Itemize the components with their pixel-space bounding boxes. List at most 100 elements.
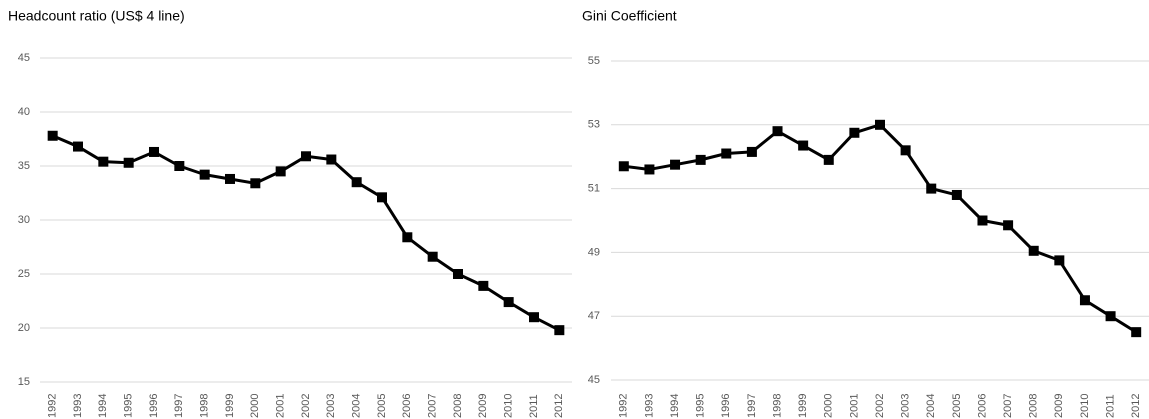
x-tick-label: 1994 xyxy=(669,394,681,418)
data-marker xyxy=(977,215,988,226)
x-tick-label: 2010 xyxy=(1079,394,1091,418)
data-marker xyxy=(225,173,235,184)
y-tick-label: 55 xyxy=(588,55,600,67)
data-marker xyxy=(670,159,681,170)
x-tick-label: 2012 xyxy=(1130,394,1142,418)
x-tick-label: 2001 xyxy=(275,394,287,418)
x-tick-label: 1995 xyxy=(695,394,707,418)
data-marker xyxy=(199,169,210,180)
data-marker xyxy=(721,148,732,159)
data-marker xyxy=(98,156,109,167)
x-tick-label: 1998 xyxy=(199,394,211,418)
data-marker xyxy=(1028,245,1039,256)
y-tick-label: 35 xyxy=(18,160,30,172)
data-marker xyxy=(926,183,937,194)
data-marker xyxy=(250,178,261,189)
y-tick-label: 15 xyxy=(18,376,30,388)
chart-title: Gini Coefficient xyxy=(582,8,677,24)
x-tick-label: 1996 xyxy=(148,394,160,418)
data-marker xyxy=(618,161,629,172)
data-marker xyxy=(1079,295,1090,306)
data-marker xyxy=(453,269,463,279)
x-tick-label: 2000 xyxy=(823,394,835,418)
data-marker xyxy=(149,146,159,157)
data-marker xyxy=(849,127,860,138)
data-marker xyxy=(529,312,539,323)
x-tick-label: 2009 xyxy=(1053,394,1065,418)
data-marker xyxy=(1105,311,1116,322)
data-marker xyxy=(746,146,757,157)
x-tick-label: 2004 xyxy=(925,394,937,418)
x-tick-label: 1995 xyxy=(123,394,135,418)
data-marker xyxy=(351,177,362,188)
data-marker xyxy=(644,164,655,175)
x-tick-label: 2008 xyxy=(1028,394,1040,418)
x-tick-label: 1992 xyxy=(618,394,630,418)
data-marker xyxy=(1054,255,1065,266)
data-marker xyxy=(900,145,911,156)
data-marker xyxy=(798,140,809,151)
x-tick-label: 1994 xyxy=(97,394,109,418)
x-tick-label: 1999 xyxy=(224,394,236,418)
data-marker xyxy=(1003,220,1014,231)
x-tick-label: 1997 xyxy=(173,394,185,418)
data-marker xyxy=(275,166,286,177)
data-marker xyxy=(875,119,885,130)
x-tick-label: 2002 xyxy=(874,394,886,418)
y-tick-label: 53 xyxy=(588,119,600,131)
data-marker xyxy=(1131,327,1142,338)
data-marker xyxy=(427,251,438,262)
x-tick-label: 2008 xyxy=(452,394,464,418)
data-marker xyxy=(301,151,311,162)
data-marker xyxy=(377,192,387,203)
y-tick-label: 40 xyxy=(18,106,30,118)
y-tick-label: 51 xyxy=(588,183,600,195)
x-tick-label: 2005 xyxy=(951,394,963,418)
x-tick-label: 1996 xyxy=(720,394,732,418)
x-tick-label: 1992 xyxy=(47,394,59,418)
y-tick-label: 30 xyxy=(18,214,30,226)
y-tick-label: 49 xyxy=(588,246,600,258)
x-tick-label: 2003 xyxy=(900,394,912,418)
x-tick-label: 2011 xyxy=(1104,394,1116,418)
data-marker xyxy=(326,154,337,165)
x-tick-label: 2007 xyxy=(427,394,439,418)
data-marker xyxy=(695,154,706,165)
x-tick-label: 2010 xyxy=(503,394,515,418)
data-marker xyxy=(951,189,962,200)
data-marker xyxy=(554,325,565,336)
y-tick-label: 45 xyxy=(588,374,600,386)
x-tick-label: 2006 xyxy=(401,394,413,418)
x-tick-label: 2003 xyxy=(325,394,337,418)
x-tick-label: 2011 xyxy=(528,394,540,418)
x-tick-label: 2001 xyxy=(848,394,860,418)
chart-title: Headcount ratio (US$ 4 line) xyxy=(8,8,185,24)
data-marker xyxy=(478,280,489,291)
data-marker xyxy=(47,130,58,141)
data-marker xyxy=(402,232,413,243)
x-tick-label: 2012 xyxy=(553,394,565,418)
data-marker xyxy=(123,157,134,168)
x-tick-label: 2004 xyxy=(351,394,363,418)
x-tick-label: 1997 xyxy=(746,394,758,418)
x-tick-label: 2006 xyxy=(976,394,988,418)
data-marker xyxy=(503,297,514,308)
x-tick-label: 2009 xyxy=(477,394,489,418)
y-tick-label: 25 xyxy=(18,268,30,280)
data-marker xyxy=(823,154,834,165)
data-marker xyxy=(73,141,83,152)
data-marker xyxy=(772,126,783,137)
x-tick-label: 1998 xyxy=(771,394,783,418)
x-tick-label: 2005 xyxy=(376,394,388,418)
x-tick-label: 1999 xyxy=(797,394,809,418)
data-marker xyxy=(174,161,185,171)
x-tick-label: 2002 xyxy=(300,394,312,418)
y-tick-label: 20 xyxy=(18,322,30,334)
x-tick-label: 2007 xyxy=(1002,394,1014,418)
x-tick-label: 2000 xyxy=(249,394,261,418)
x-tick-label: 1993 xyxy=(643,394,655,418)
y-tick-label: 45 xyxy=(18,52,30,64)
y-tick-label: 47 xyxy=(588,310,600,322)
x-tick-label: 1993 xyxy=(72,394,84,418)
